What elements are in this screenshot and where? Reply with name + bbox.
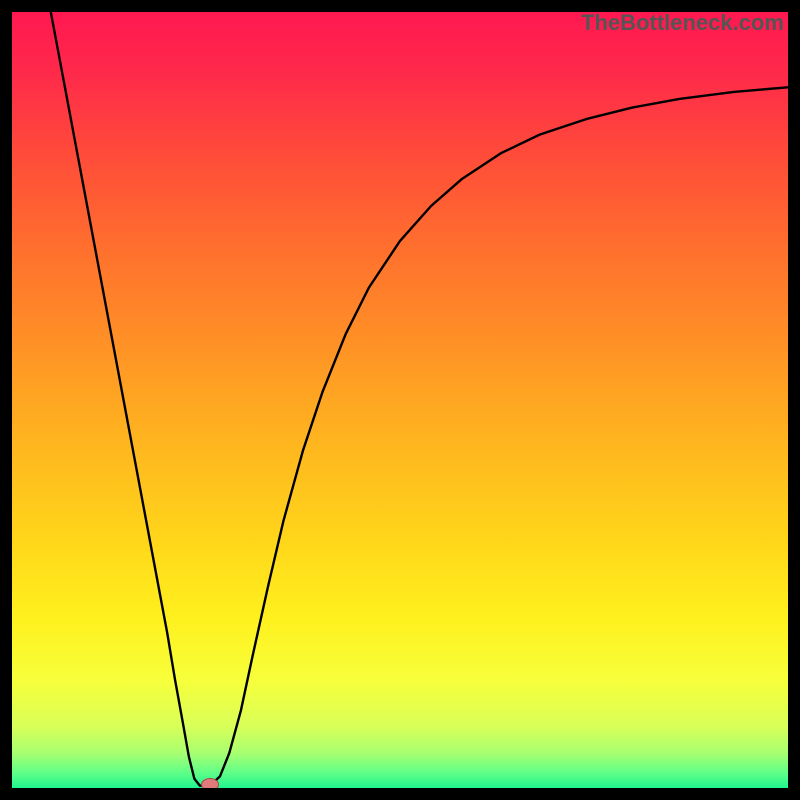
watermark-text: TheBottleneck.com <box>581 10 784 36</box>
optimum-marker <box>201 778 219 788</box>
bottleneck-curve <box>12 12 788 788</box>
plot-area <box>12 12 788 788</box>
chart-frame: TheBottleneck.com <box>0 0 800 800</box>
